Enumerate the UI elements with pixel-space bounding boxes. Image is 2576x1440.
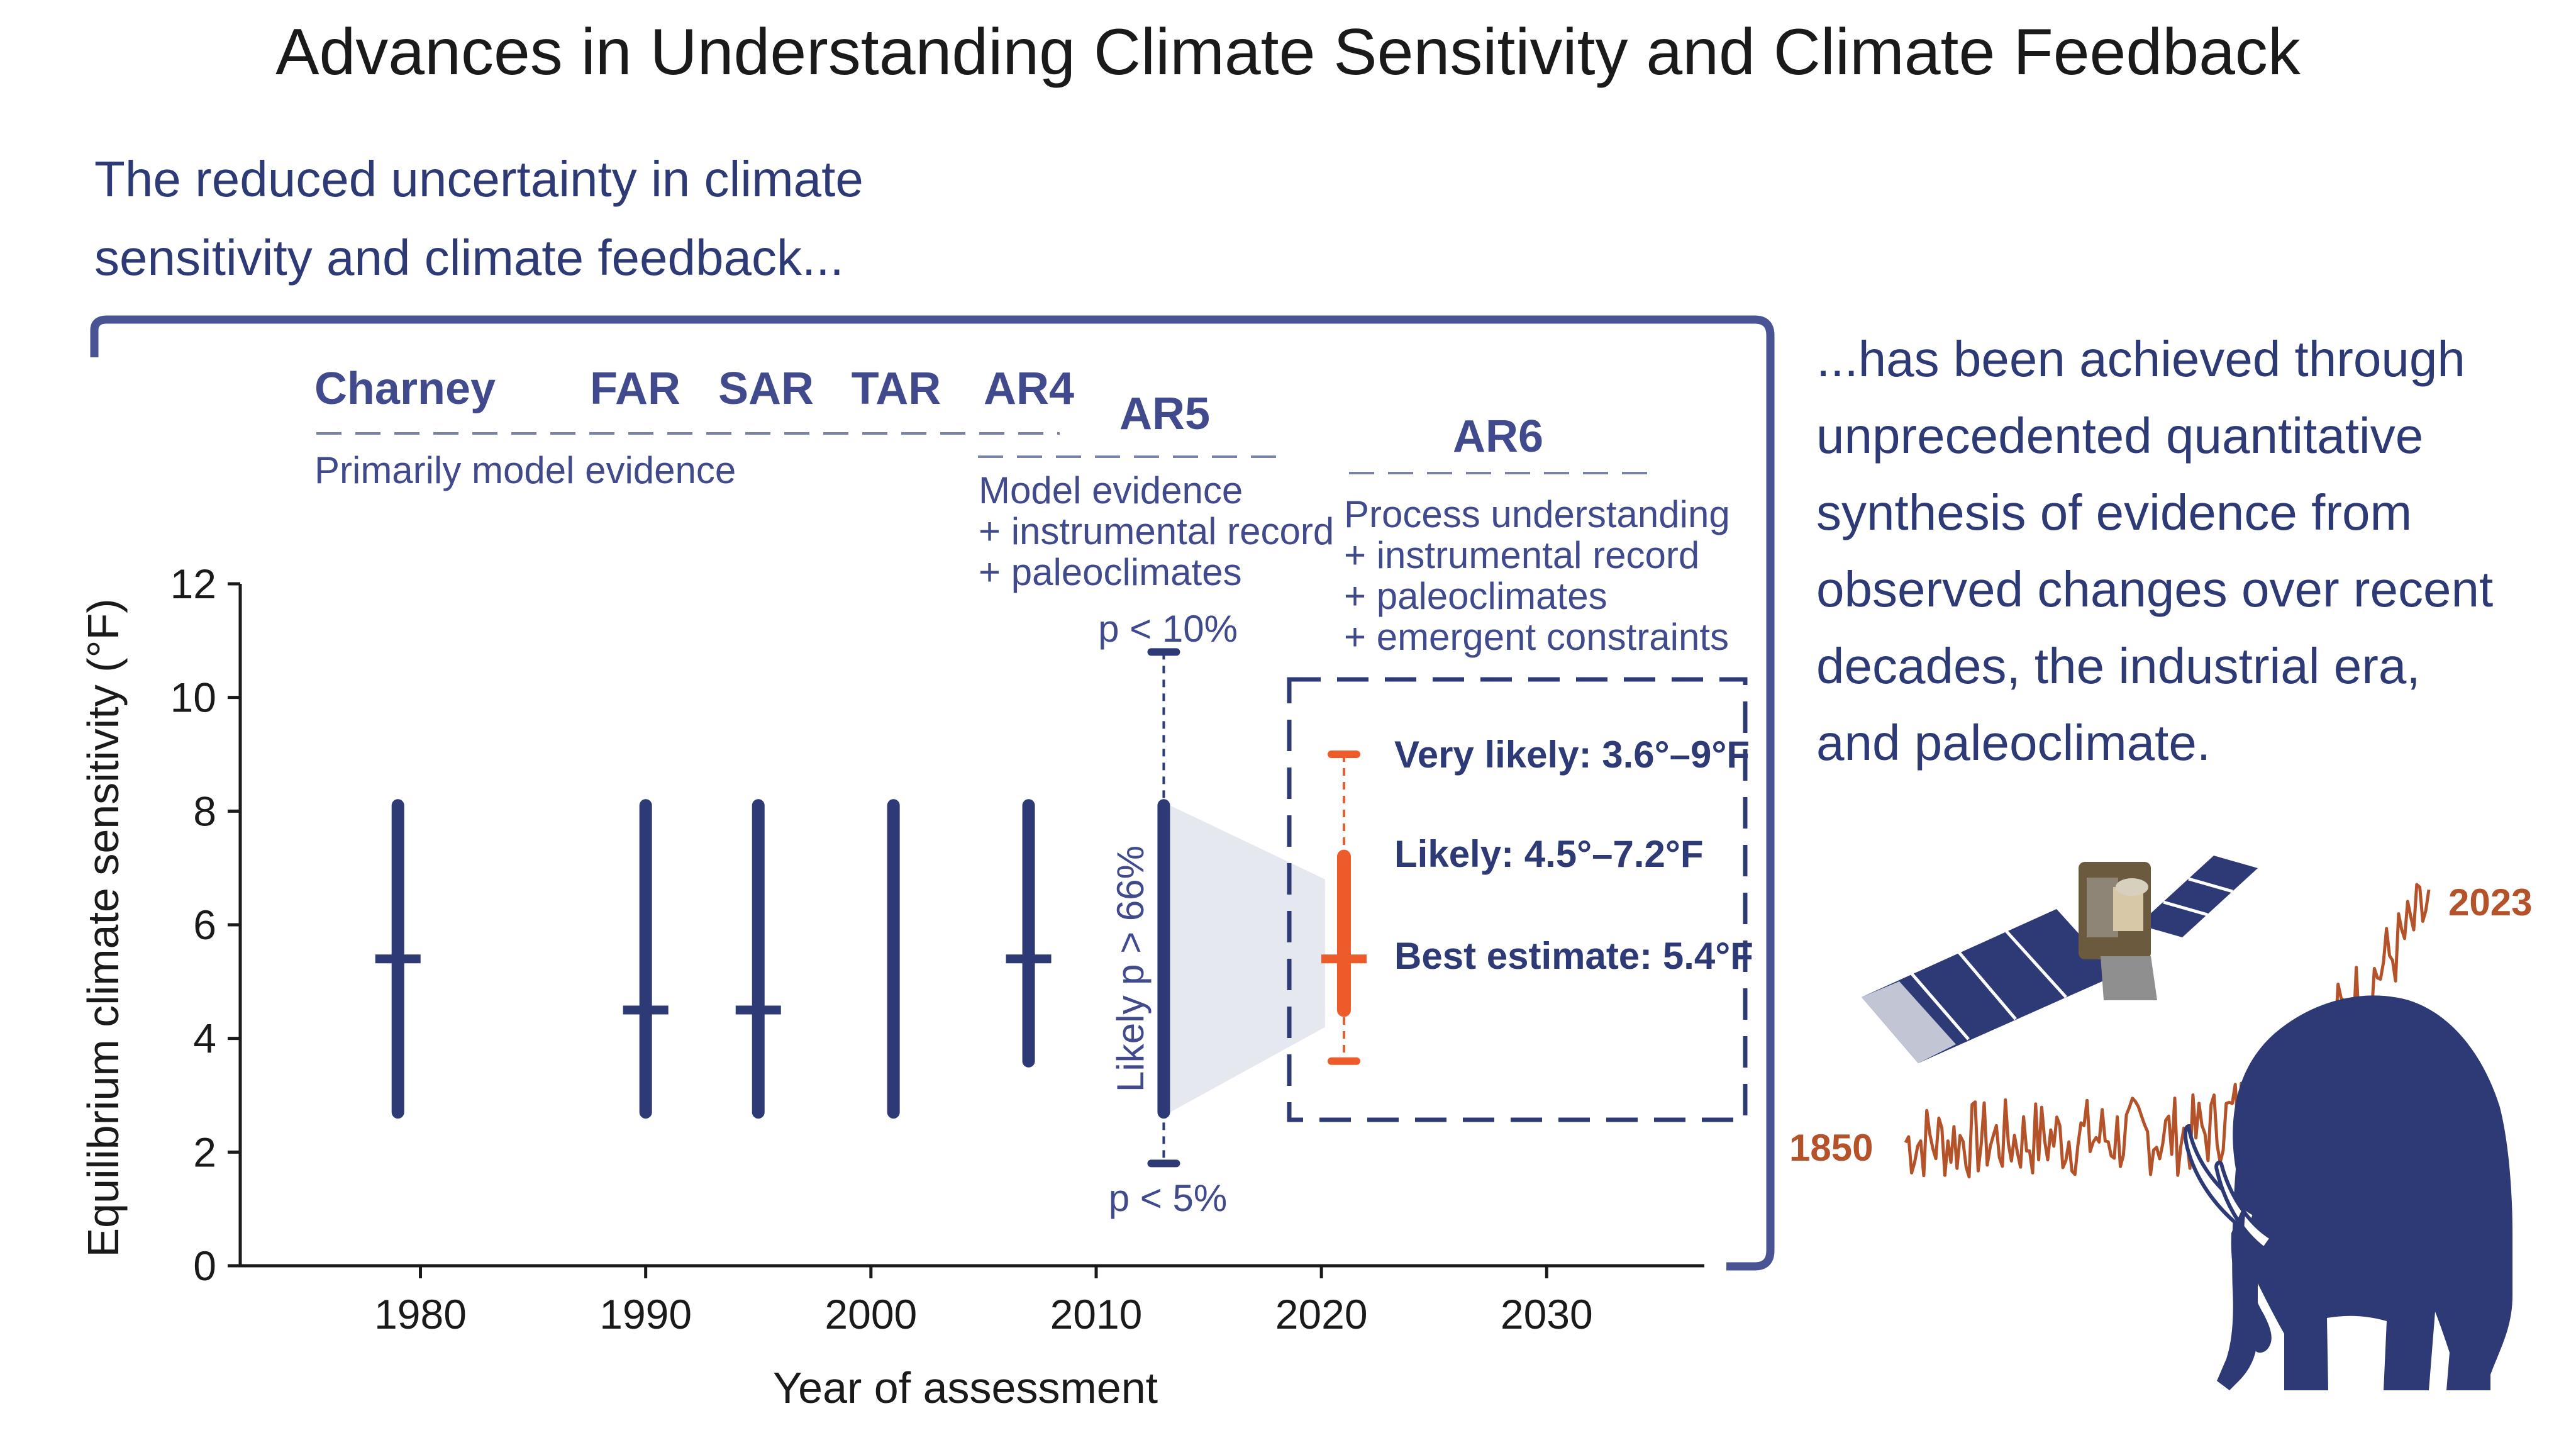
y-axis-title: Equilibrium climate sensitivity (°F) (79, 598, 128, 1257)
temperature-record-icon: 1850 2023 (1789, 881, 2532, 1179)
ar6-very-likely-label: Very likely: 3.6°–9°F (1394, 734, 1750, 776)
side-line-3: synthesis of evidence from (1816, 484, 2412, 540)
ar5-ar6-funnel (1170, 805, 1325, 1113)
y-tick-label: 10 (170, 674, 216, 721)
intro-line-1: The reduced uncertainty in climate (94, 151, 863, 207)
evidence-ar6-3: + paleoclimates (1344, 575, 1607, 617)
mammoth-icon (2183, 995, 2512, 1390)
ar5-upper-label: p < 10% (1098, 608, 1238, 650)
x-axis-title: Year of assessment (773, 1363, 1158, 1412)
evidence-ar6-4: + emergent constraints (1344, 616, 1729, 658)
figure-title: Advances in Understanding Climate Sensit… (275, 16, 2301, 89)
x-tick-label: 2030 (1501, 1291, 1593, 1337)
label-ar4: AR4 (984, 364, 1074, 414)
side-text: ...has been achieved through unprecedent… (1816, 331, 2493, 771)
x-tick-label: 2010 (1050, 1291, 1143, 1337)
y-tick-label: 12 (170, 561, 216, 607)
evidence-ar5-3: + paleoclimates (979, 551, 1242, 593)
label-tar: TAR (852, 364, 941, 414)
record-start-year: 1850 (1789, 1127, 1873, 1169)
evidence-ar5-1: Model evidence (979, 469, 1243, 511)
label-far: FAR (590, 364, 680, 414)
y-tick-label: 8 (193, 788, 216, 834)
x-tick-label: 2000 (824, 1291, 917, 1337)
bracket (90, 315, 1775, 1271)
label-ar6: AR6 (1453, 411, 1543, 462)
ar6-box (1287, 677, 1748, 1122)
side-line-5: decades, the industrial era, (1816, 638, 2421, 694)
evidence-ar5-2: + instrumental record (979, 510, 1334, 552)
intro-line-2: sensitivity and climate feedback... (94, 230, 844, 286)
evidence-early: Primarily model evidence (314, 449, 736, 491)
side-line-1: ...has been achieved through (1816, 331, 2465, 387)
y-tick-label: 0 (193, 1242, 216, 1289)
y-tick-label: 4 (193, 1015, 216, 1062)
label-ar5: AR5 (1119, 389, 1210, 439)
label-charney: Charney (314, 364, 496, 414)
satellite-icon (1862, 856, 2258, 1063)
evidence-ar6-1: Process understanding (1344, 493, 1730, 535)
side-line-2: unprecedented quantitative (1816, 408, 2423, 464)
side-line-4: observed changes over recent (1816, 561, 2493, 617)
x-tick-label: 1990 (599, 1291, 692, 1337)
y-tick-label: 6 (193, 901, 216, 948)
ar6-best-label: Best estimate: 5.4°F (1394, 935, 1753, 977)
side-line-6: and paleoclimate. (1816, 715, 2211, 771)
ar6-likely-label: Likely: 4.5°–7.2°F (1394, 833, 1704, 875)
label-sar: SAR (718, 364, 814, 414)
ar5-lower-label: p < 5% (1109, 1177, 1227, 1219)
plot-area: 0 2 4 6 8 10 12 1980 1990 2000 2010 2020 2030 (170, 561, 1704, 1337)
record-end-year: 2023 (2448, 881, 2532, 924)
x-tick-label: 1980 (374, 1291, 467, 1337)
y-tick-label: 2 (193, 1129, 216, 1175)
ar5-likely-label: Likely p > 66% (1109, 846, 1152, 1092)
evidence-ar6-2: + instrumental record (1344, 534, 1699, 576)
x-tick-label: 2020 (1275, 1291, 1368, 1337)
assessment-labels: Charney FAR SAR TAR AR4 AR5 AR6 (314, 364, 1543, 462)
